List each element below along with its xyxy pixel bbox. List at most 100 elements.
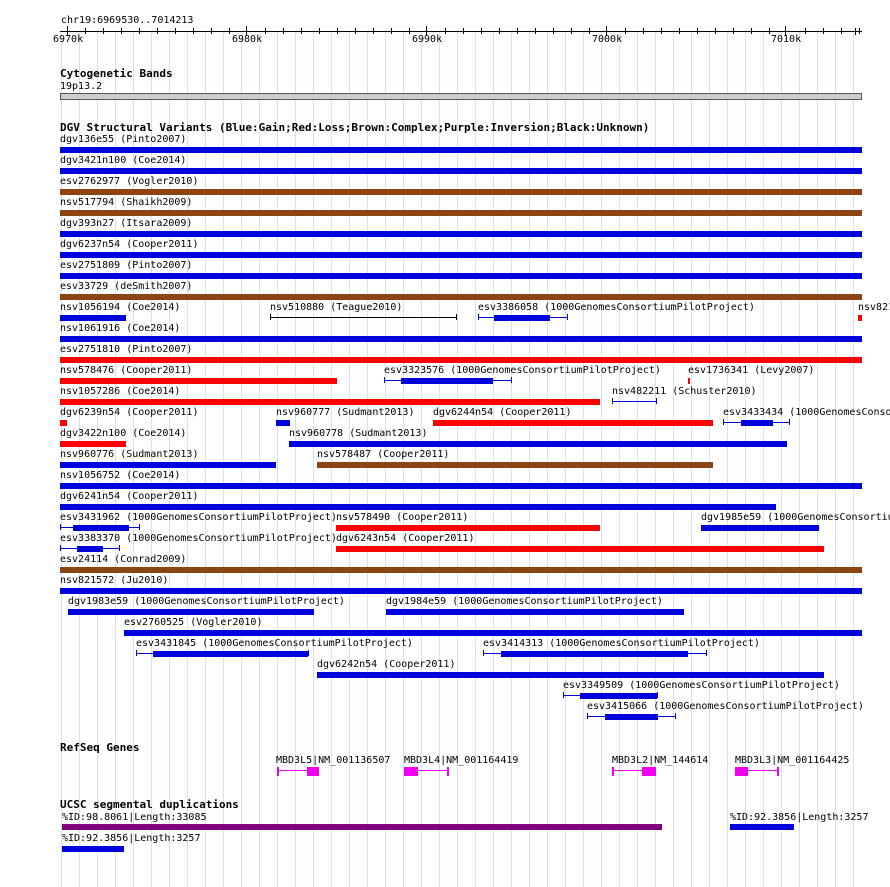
dgv-feature-bar[interactable]: [60, 147, 862, 153]
dgv-feature-label[interactable]: dgv1983e59 (1000GenomesConsortiumPilotPr…: [68, 596, 345, 607]
dgv-feature-label[interactable]: dgv1984e59 (1000GenomesConsortiumPilotPr…: [386, 596, 663, 607]
dgv-feature-bar[interactable]: [60, 441, 126, 447]
gene-label[interactable]: MBD3L2|NM_144614: [612, 755, 709, 766]
dgv-feature-label[interactable]: dgv6243n54 (Cooper2011): [336, 533, 475, 544]
dgv-feature-label[interactable]: nsv510880 (Teague2010): [270, 302, 403, 313]
gene-exon[interactable]: [642, 767, 656, 776]
dgv-feature-label[interactable]: esv3414313 (1000GenomesConsortiumPilotPr…: [483, 638, 760, 649]
gene-exon[interactable]: [447, 767, 449, 776]
dgv-feature-bar[interactable]: [289, 441, 787, 447]
dgv-feature-endcap[interactable]: [567, 314, 568, 320]
segdup-bar[interactable]: [62, 846, 124, 852]
dgv-feature-bar[interactable]: [124, 630, 862, 636]
cyto-band-label[interactable]: 19p13.2: [60, 81, 103, 92]
dgv-feature-label[interactable]: nsv821572 (Ju2010): [60, 575, 169, 586]
dgv-feature-span[interactable]: [270, 317, 457, 318]
gene-exon[interactable]: [307, 767, 319, 776]
dgv-feature-label[interactable]: dgv6239n54 (Cooper2011): [60, 407, 199, 418]
dgv-feature-bar[interactable]: [60, 567, 862, 573]
gene-label[interactable]: MBD3L5|NM_001136507: [276, 755, 391, 766]
dgv-feature-label[interactable]: dgv6237n54 (Cooper2011): [60, 239, 199, 250]
dgv-feature-endcap[interactable]: [384, 377, 385, 383]
dgv-feature-endcap[interactable]: [563, 692, 564, 698]
dgv-feature-label[interactable]: nsv578476 (Cooper2011): [60, 365, 193, 376]
dgv-track-title[interactable]: DGV Structural Variants (Blue:Gain;Red:L…: [60, 121, 650, 134]
dgv-feature-endcap[interactable]: [136, 650, 137, 656]
dgv-feature-label[interactable]: esv2751809 (Pinto2007): [60, 260, 193, 271]
dgv-feature-label[interactable]: nsv578487 (Cooper2011): [317, 449, 450, 460]
dgv-feature-label[interactable]: nsv578490 (Cooper2011): [336, 512, 469, 523]
dgv-feature-endcap[interactable]: [60, 524, 61, 530]
gene-intron[interactable]: [735, 770, 779, 771]
dgv-feature-label[interactable]: esv3323576 (1000GenomesConsortiumPilotPr…: [384, 365, 661, 376]
gene-exon[interactable]: [404, 767, 418, 776]
dgv-feature-bar[interactable]: [336, 525, 600, 531]
dgv-feature-endcap[interactable]: [706, 650, 707, 656]
segdup-label[interactable]: %ID:98.8061|Length:33085: [62, 812, 207, 823]
dgv-feature-bar[interactable]: [60, 294, 862, 300]
gene-intron[interactable]: [277, 770, 319, 771]
dgv-feature-label[interactable]: esv3431845 (1000GenomesConsortiumPilotPr…: [136, 638, 413, 649]
dgv-feature-endcap[interactable]: [612, 398, 613, 404]
dgv-feature-label[interactable]: nsv960777 (Sudmant2013): [276, 407, 415, 418]
dgv-feature-endcap[interactable]: [675, 713, 676, 719]
dgv-feature-bar[interactable]: [60, 189, 862, 195]
dgv-feature-bar[interactable]: [317, 672, 824, 678]
refseq-track-title[interactable]: RefSeq Genes: [60, 741, 140, 754]
dgv-feature-bar[interactable]: [60, 252, 862, 258]
dgv-feature-endcap[interactable]: [483, 650, 484, 656]
dgv-feature-label[interactable]: esv3433434 (1000GenomesConso: [723, 407, 890, 418]
dgv-feature-endcap[interactable]: [270, 314, 271, 320]
dgv-feature-bar[interactable]: [60, 273, 862, 279]
dgv-feature-bar[interactable]: [60, 504, 776, 510]
dgv-feature-bar[interactable]: [60, 336, 862, 342]
dgv-feature-bar[interactable]: [60, 315, 126, 321]
dgv-feature-label[interactable]: esv2751810 (Pinto2007): [60, 344, 193, 355]
segdup-bar[interactable]: [62, 824, 662, 830]
dgv-feature-label[interactable]: nsv960776 (Sudmant2013): [60, 449, 199, 460]
gene-label[interactable]: MBD3L4|NM_001164419: [404, 755, 519, 766]
dgv-feature-bar[interactable]: [501, 651, 688, 657]
dgv-feature-bar[interactable]: [60, 231, 862, 237]
dgv-feature-bar[interactable]: [60, 357, 862, 363]
dgv-feature-bar[interactable]: [60, 399, 600, 405]
segdup-bar[interactable]: [730, 824, 794, 830]
dgv-feature-endcap[interactable]: [119, 545, 120, 551]
dgv-feature-bar[interactable]: [60, 168, 862, 174]
dgv-feature-label[interactable]: esv1736341 (Levy2007): [688, 365, 815, 376]
dgv-feature-bar[interactable]: [741, 420, 773, 426]
dgv-feature-bar[interactable]: [60, 378, 337, 384]
gene-intron[interactable]: [612, 770, 656, 771]
dgv-feature-label[interactable]: nsv482211 (Schuster2010): [612, 386, 757, 397]
segdup-label[interactable]: %ID:92.3856|Length:3257: [730, 812, 869, 823]
dgv-feature-bar[interactable]: [386, 609, 684, 615]
dgv-feature-bar[interactable]: [73, 525, 129, 531]
dgv-feature-label[interactable]: dgv3421n100 (Coe2014): [60, 155, 187, 166]
dgv-feature-endcap[interactable]: [456, 314, 457, 320]
dgv-feature-label[interactable]: esv24114 (Conrad2009): [60, 554, 187, 565]
dgv-feature-bar[interactable]: [276, 420, 290, 426]
dgv-feature-bar[interactable]: [336, 546, 824, 552]
dgv-feature-bar[interactable]: [60, 462, 276, 468]
dgv-feature-endcap[interactable]: [60, 545, 61, 551]
dgv-feature-endcap[interactable]: [139, 524, 140, 530]
dgv-feature-label[interactable]: nsv1056194 (Coe2014): [60, 302, 181, 313]
dgv-feature-endcap[interactable]: [657, 692, 658, 698]
dgv-feature-bar[interactable]: [494, 315, 550, 321]
dgv-feature-label[interactable]: dgv136e55 (Pinto2007): [60, 134, 187, 145]
dgv-feature-endcap[interactable]: [478, 314, 479, 320]
dgv-feature-endcap[interactable]: [587, 713, 588, 719]
dgv-feature-bar[interactable]: [433, 420, 713, 426]
dgv-feature-bar[interactable]: [401, 378, 493, 384]
gene-exon[interactable]: [735, 767, 748, 776]
dgv-feature-bar[interactable]: [77, 546, 103, 552]
dgv-feature-label[interactable]: nsv1057286 (Coe2014): [60, 386, 181, 397]
gene-exon[interactable]: [277, 767, 279, 776]
dgv-feature-label[interactable]: dgv6242n54 (Cooper2011): [317, 659, 456, 670]
dgv-feature-endcap[interactable]: [656, 398, 657, 404]
dgv-feature-endcap[interactable]: [308, 650, 309, 656]
dgv-feature-label[interactable]: esv3349509 (1000GenomesConsortiumPilotPr…: [563, 680, 840, 691]
segdup-label[interactable]: %ID:92.3856|Length:3257: [62, 833, 201, 844]
dgv-feature-bar[interactable]: [153, 651, 308, 657]
dgv-feature-endcap[interactable]: [511, 377, 512, 383]
